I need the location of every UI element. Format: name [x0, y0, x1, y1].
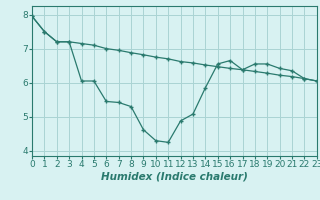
- X-axis label: Humidex (Indice chaleur): Humidex (Indice chaleur): [101, 172, 248, 182]
